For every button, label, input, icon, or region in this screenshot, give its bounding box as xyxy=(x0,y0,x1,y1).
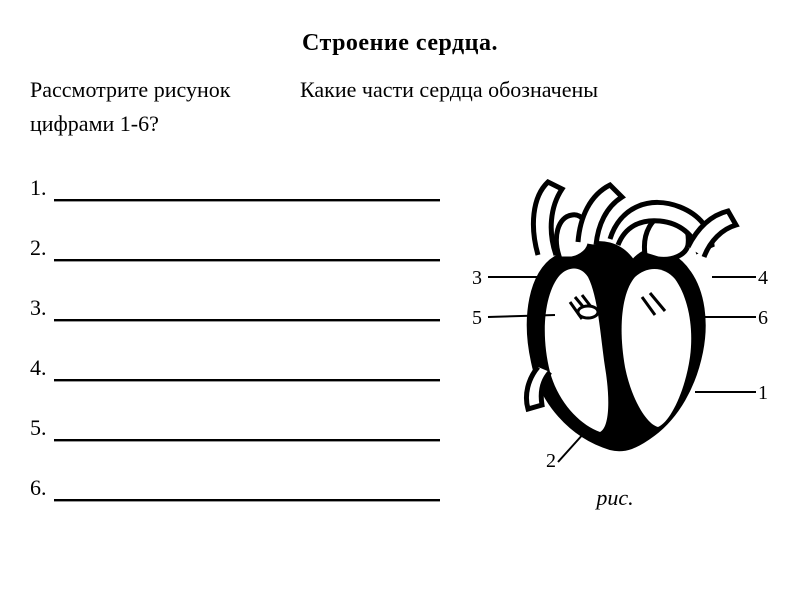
answer-blank[interactable] xyxy=(54,259,440,261)
answer-line-3: 3. xyxy=(30,295,440,321)
diagram-label-3: 3 xyxy=(472,267,482,289)
answer-blank[interactable] xyxy=(54,199,440,201)
answer-blank[interactable] xyxy=(54,499,440,501)
content-area: 1. 2. 3. 4. 5. 6. xyxy=(30,167,770,535)
instruction-left: Рассмотрите рисунок xyxy=(30,77,300,103)
answer-blank[interactable] xyxy=(54,379,440,381)
answer-line-4: 4. xyxy=(30,355,440,381)
answer-blank[interactable] xyxy=(54,439,440,441)
answer-line-5: 5. xyxy=(30,415,440,441)
diagram-caption: рис. xyxy=(460,485,770,511)
instruction-line-2: цифрами 1-6? xyxy=(30,111,770,137)
diagram-label-4: 4 xyxy=(758,267,768,289)
answer-number: 2. xyxy=(30,235,52,261)
answer-line-2: 2. xyxy=(30,235,440,261)
page-title: Строение сердца. xyxy=(30,30,770,57)
answer-number: 1. xyxy=(30,175,52,201)
answer-number: 5. xyxy=(30,415,52,441)
answer-number: 3. xyxy=(30,295,52,321)
heart-diagram: 3 5 4 6 1 2 xyxy=(460,167,770,467)
diagram-label-2: 2 xyxy=(546,450,556,467)
answers-column: 1. 2. 3. 4. 5. 6. xyxy=(30,167,440,535)
diagram-label-5: 5 xyxy=(472,307,482,329)
diagram-label-1: 1 xyxy=(758,382,768,404)
answer-number: 6. xyxy=(30,475,52,501)
diagram-label-6: 6 xyxy=(758,307,768,329)
answer-line-1: 1. xyxy=(30,175,440,201)
answer-number: 4. xyxy=(30,355,52,381)
diagram-column: 3 5 4 6 1 2 рис. xyxy=(440,167,770,535)
instruction-right: Какие части сердца обозначены xyxy=(300,77,770,103)
instruction-line-1: Рассмотрите рисунок Какие части сердца о… xyxy=(30,77,770,103)
answer-line-6: 6. xyxy=(30,475,440,501)
answer-blank[interactable] xyxy=(54,319,440,321)
